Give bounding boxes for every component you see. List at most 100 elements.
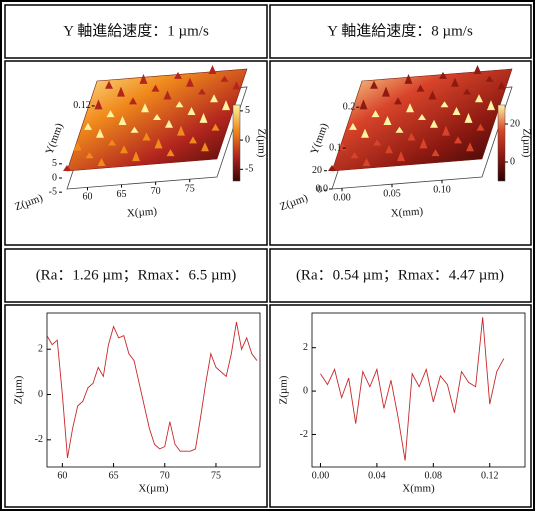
surface-peak xyxy=(165,119,173,128)
cell xyxy=(4,304,268,508)
x-axis-label: X(mm) xyxy=(390,205,423,219)
y-tick-label: 0 xyxy=(38,389,43,400)
surface-peak xyxy=(430,119,438,128)
surface-peak xyxy=(475,94,483,103)
surface-peak xyxy=(359,99,368,110)
y-tick-label: -2 xyxy=(35,434,43,445)
cell xyxy=(269,4,532,59)
y-tick-label: 0.1 xyxy=(329,142,342,153)
x-tick-label: 0.08 xyxy=(425,470,443,481)
colorbar-tick-label: 0 xyxy=(510,156,515,167)
x-tick-label: 0.00 xyxy=(312,470,330,481)
surface-peak xyxy=(476,123,485,131)
surface-peak xyxy=(174,71,182,79)
surface-peak xyxy=(198,88,206,95)
surface-peak xyxy=(395,126,404,133)
cell xyxy=(4,248,268,303)
x-tick-label: 0.10 xyxy=(433,184,451,195)
surface-peak xyxy=(428,90,437,100)
x-tick-label: 60 xyxy=(57,470,67,481)
surface-peak xyxy=(440,101,449,108)
z-axis-label: Z(µm) xyxy=(13,192,45,213)
surface-peak xyxy=(370,80,378,89)
surface-peak xyxy=(139,73,148,84)
surface-peak xyxy=(439,71,447,79)
colorbar xyxy=(497,104,506,182)
x-tick-label: 0.05 xyxy=(383,188,401,199)
surface-peak xyxy=(404,73,413,84)
surface-peak xyxy=(141,103,149,113)
surface-peak xyxy=(73,141,82,151)
surface-peak xyxy=(349,122,357,130)
surface-peak xyxy=(129,97,137,105)
surface-peak xyxy=(220,75,229,82)
surface-peak xyxy=(463,88,471,95)
z-tick-label: 20 xyxy=(312,165,322,176)
x-axis-label: X(mm) xyxy=(402,483,435,495)
z-axis-label: Z(µm) xyxy=(278,192,310,213)
surface-peak xyxy=(142,132,151,141)
surface-peak xyxy=(407,132,416,141)
surface-peak xyxy=(487,100,495,111)
surface-peak xyxy=(177,125,185,136)
z-tick-label: 0 xyxy=(317,184,322,195)
x-tick-label: 70 xyxy=(151,186,161,197)
x-tick-label: 75 xyxy=(211,470,221,481)
colorbar-tick-label: 20 xyxy=(510,118,520,129)
x-tick-label: 75 xyxy=(185,183,195,194)
z-tick-label: -5 xyxy=(49,186,57,197)
y-tick-label: 2 xyxy=(38,344,43,355)
cell xyxy=(269,60,532,246)
surface-peak xyxy=(85,152,94,159)
surface-peak xyxy=(451,77,459,87)
surface-peak xyxy=(382,86,390,97)
plot-frame xyxy=(46,312,261,468)
surface-peak xyxy=(94,99,103,110)
surface-peak xyxy=(120,145,128,154)
z-tick-label: 0 xyxy=(52,172,57,183)
y-axis-label: Y(mm) xyxy=(43,121,65,156)
x-tick-label: 0.04 xyxy=(368,470,386,481)
surface-peak xyxy=(397,151,405,162)
surface-peak xyxy=(383,115,392,125)
plot-frame xyxy=(311,312,526,468)
surface-peak xyxy=(371,110,380,118)
y-axis-label: Z(µm) xyxy=(278,375,290,404)
surface-peak xyxy=(222,100,230,111)
surface-peak xyxy=(473,64,482,74)
surface-peak xyxy=(187,107,196,116)
cell xyxy=(269,304,532,508)
x-tick-label: 0.00 xyxy=(333,192,351,203)
colorbar-label: Z(µm) xyxy=(520,129,532,158)
surface-peak xyxy=(97,158,106,167)
surface-peak xyxy=(153,114,161,120)
surface-peak xyxy=(175,101,184,108)
x-tick-label: 0.12 xyxy=(481,470,499,481)
surface-peak xyxy=(199,112,208,123)
profile-line xyxy=(46,321,258,459)
surface-peak xyxy=(132,151,140,162)
header-text: Y 軸進給速度：1 µm/s xyxy=(63,22,209,39)
surface-peak xyxy=(211,123,220,131)
surface-peak xyxy=(373,139,381,146)
surface-peak xyxy=(201,142,209,152)
x-tick-label: 70 xyxy=(160,470,170,481)
surface-peak xyxy=(117,86,125,97)
header-text: Y 軸進給速度：8 µm/s xyxy=(327,22,473,39)
profile-line xyxy=(320,317,505,461)
colorbar-tick-label: -5 xyxy=(245,164,253,175)
colorbar-tick-label: 0 xyxy=(245,134,250,145)
surface-peak xyxy=(186,77,194,87)
surface-peak xyxy=(108,139,116,146)
surface-peak xyxy=(232,81,241,90)
surface-peak xyxy=(416,84,425,92)
surface-peak xyxy=(163,90,172,100)
x-tick-label: 65 xyxy=(117,189,127,200)
surface-peak xyxy=(105,80,113,89)
surface-peak xyxy=(328,165,336,171)
x-tick-label: 60 xyxy=(82,192,92,203)
surface-peak xyxy=(118,115,127,125)
surface-peak xyxy=(96,128,104,138)
